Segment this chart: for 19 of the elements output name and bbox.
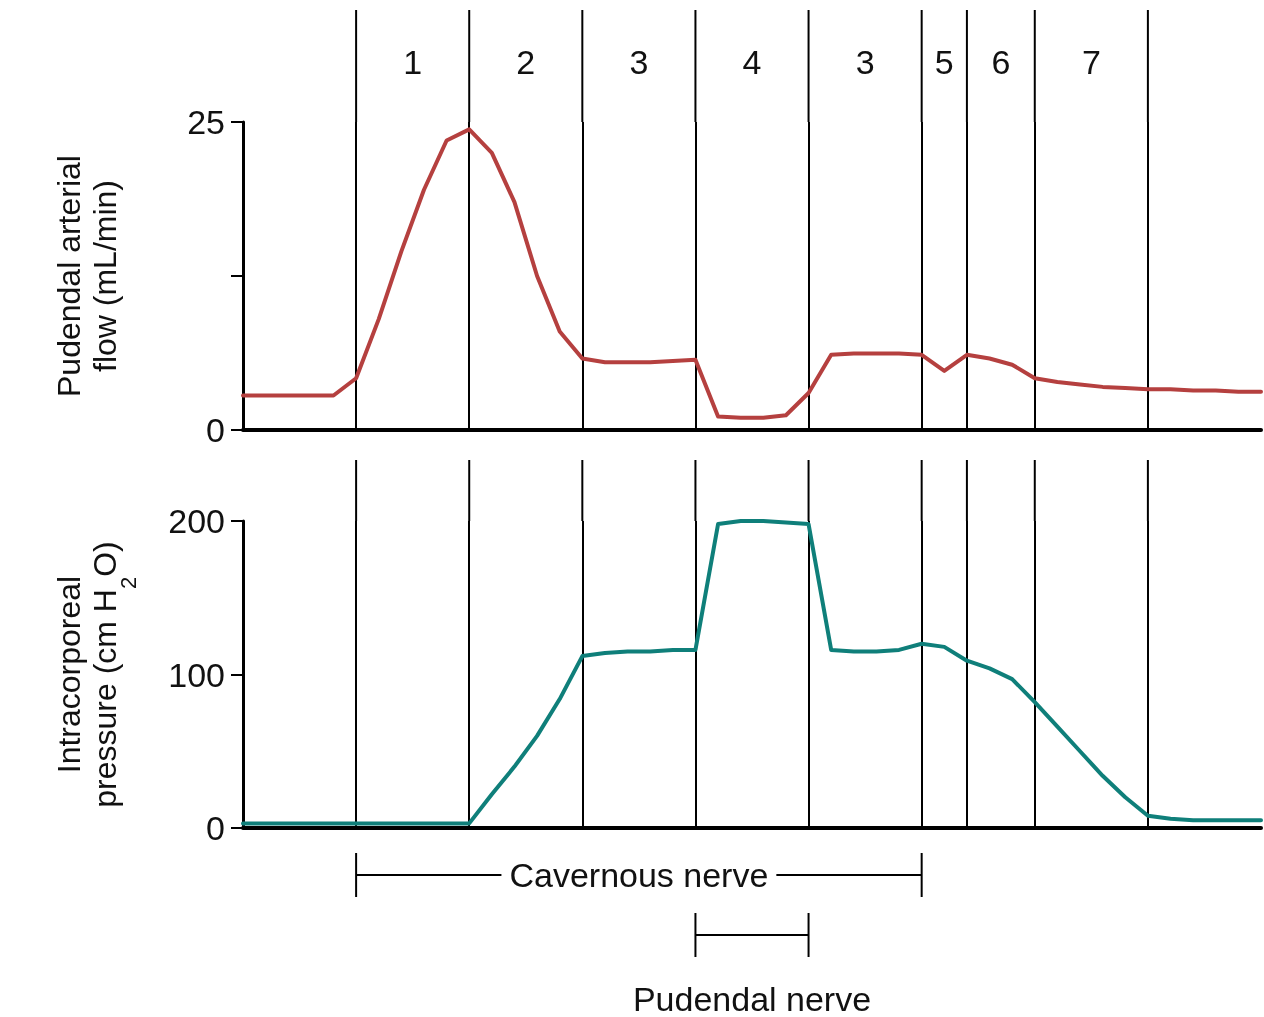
y-tick-label: 200 xyxy=(168,502,225,540)
line-series xyxy=(241,519,1263,826)
line-series xyxy=(241,127,1263,420)
text: Cavernous nerve xyxy=(509,856,769,894)
text: 3 xyxy=(629,43,649,81)
text: 1 xyxy=(403,43,423,81)
text: 7 xyxy=(1081,43,1101,81)
y-tick-label: 25 xyxy=(187,103,225,141)
text: 2 xyxy=(516,43,536,81)
text: 3 xyxy=(855,43,875,81)
y-axis-title: Pudendal arterial flow (mL/min) xyxy=(51,155,123,397)
text: 5 xyxy=(934,43,954,81)
y-tick-label: 100 xyxy=(168,655,225,694)
text: 6 xyxy=(991,43,1011,81)
y-tick-label: 0 xyxy=(206,809,225,847)
text: Pudendal nerve xyxy=(632,980,872,1017)
text: 4 xyxy=(742,43,762,81)
y-axis-title: Intracorporeal pressure (cm H2O) xyxy=(51,541,141,808)
y-tick-label: 0 xyxy=(206,411,225,449)
